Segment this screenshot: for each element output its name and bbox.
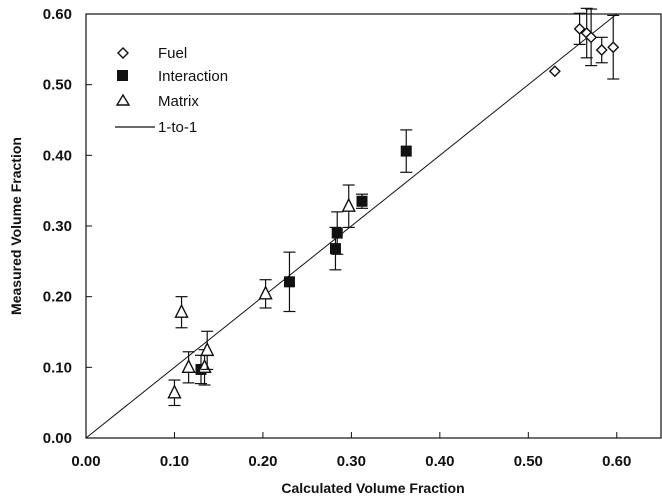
matrix-point	[167, 384, 182, 399]
legend-diamond-icon	[117, 47, 129, 59]
y-tick-label: 0.60	[43, 6, 72, 23]
y-tick-label: 0.30	[43, 218, 72, 235]
data-marks	[167, 7, 620, 407]
one-to-one-line	[85, 13, 618, 439]
y-tick-label: 0.10	[43, 359, 72, 376]
legend-item-one-to-one: 1-to-1	[115, 119, 197, 136]
x-tick-label: 0.20	[248, 453, 277, 470]
legend-label-interaction: Interaction	[158, 68, 228, 85]
y-axis-title: Measured Volume Fraction	[8, 137, 24, 315]
fuel-point	[607, 41, 620, 54]
legend-item-fuel: Fuel	[117, 45, 187, 62]
y-tick-label: 0.20	[43, 289, 72, 306]
x-tick-label: 0.60	[602, 453, 631, 470]
matrix-point	[200, 341, 215, 357]
legend-item-matrix: Matrix	[115, 93, 199, 110]
interaction-point	[329, 243, 341, 255]
interaction-point	[331, 227, 343, 239]
y-tick-label: 0.40	[43, 147, 72, 164]
legend-item-interaction: Interaction	[117, 68, 228, 85]
fuel-point	[548, 65, 561, 78]
x-axis-title: Calculated Volume Fraction	[281, 480, 464, 496]
x-tick-label: 0.10	[160, 453, 189, 470]
legend-label-one-to-one: 1-to-1	[158, 119, 197, 136]
legend-square-icon	[117, 70, 128, 81]
x-tick-label: 0.50	[514, 453, 543, 470]
fuel-point	[573, 22, 586, 35]
interaction-point	[400, 145, 412, 157]
x-tick-label: 0.30	[337, 453, 366, 470]
legend-label-matrix: Matrix	[158, 93, 199, 110]
interaction-point	[356, 195, 368, 207]
x-tick-label: 0.00	[71, 453, 100, 470]
matrix-point	[341, 197, 356, 212]
matrix-point	[181, 358, 196, 374]
fuel-point	[585, 31, 598, 44]
x-axis: 0.00 0.10 0.20 0.30 0.40 0.50 0.60	[71, 432, 631, 470]
matrix-point	[174, 303, 189, 318]
matrix-point	[258, 285, 273, 300]
fuel-point	[595, 44, 608, 57]
y-tick-label: 0.00	[43, 430, 72, 447]
interaction-point	[283, 276, 295, 288]
one-to-one-line-layer	[85, 13, 618, 439]
x-tick-label: 0.40	[425, 453, 454, 470]
y-axis: 0.00 0.10 0.20 0.30 0.40 0.50 0.60	[43, 6, 92, 447]
legend-label-fuel: Fuel	[158, 45, 187, 62]
legend: Fuel Interaction Matrix 1-to-1	[115, 45, 228, 136]
legend-triangle-icon	[115, 93, 131, 106]
y-tick-label: 0.50	[43, 77, 72, 94]
